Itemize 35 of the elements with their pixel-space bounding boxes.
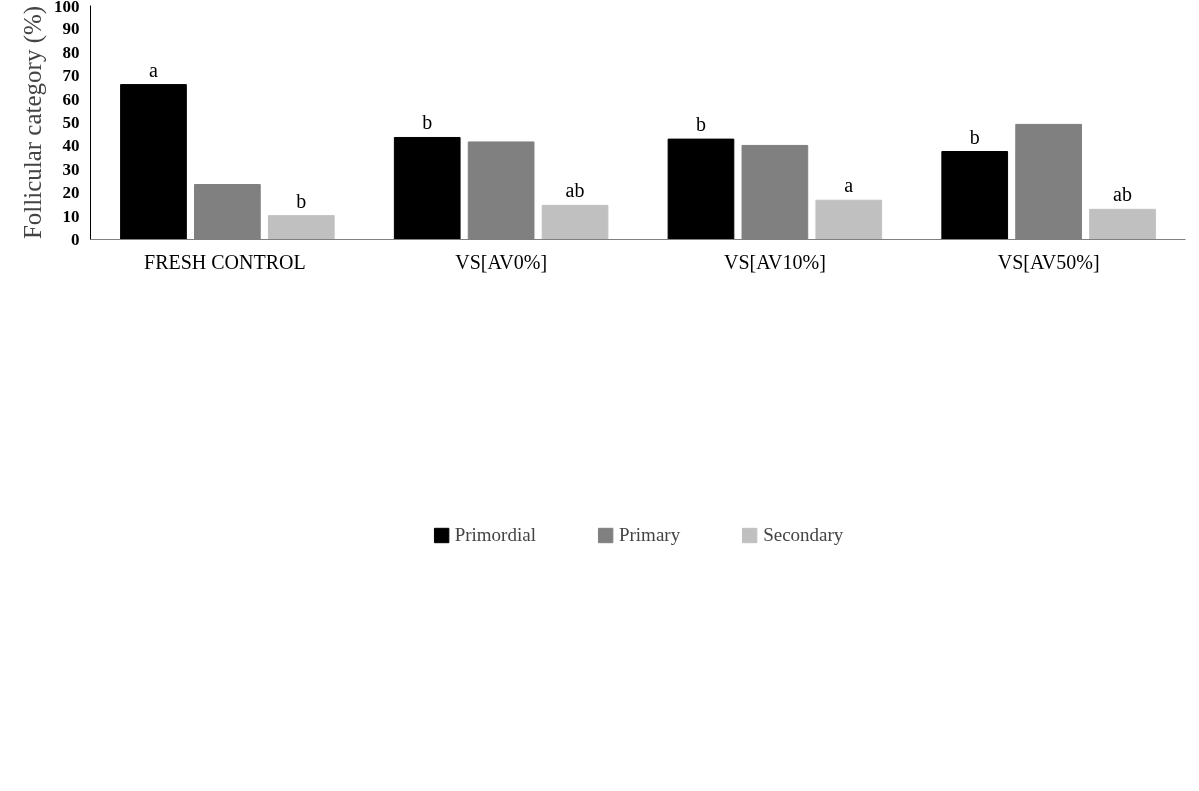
x-tick-label: VS[AV50%]: [997, 250, 1100, 273]
bar: [393, 136, 461, 240]
y-tick-label: 60: [62, 89, 80, 109]
y-tick-label: 100: [54, 0, 80, 16]
data-label: b: [422, 111, 433, 134]
bar: [667, 138, 735, 240]
data-label: b: [695, 113, 706, 136]
x-tick-label: VS[AV10%]: [723, 250, 826, 273]
bar: [267, 215, 335, 240]
y-tick-label: 30: [62, 159, 80, 179]
data-label: ab: [565, 179, 585, 202]
y-tick-label: 20: [62, 183, 80, 203]
data-label: a: [844, 174, 854, 197]
legend-label: Primary: [618, 524, 681, 546]
data-label: b: [969, 125, 980, 148]
legend-label: Secondary: [763, 524, 844, 546]
y-tick-label: 80: [62, 42, 80, 62]
legend-label: Primordial: [454, 524, 536, 546]
x-tick-label: VS[AV0%]: [455, 250, 548, 273]
bar: [1089, 208, 1156, 240]
y-tick-label: 0: [71, 230, 80, 249]
bar: [541, 204, 609, 240]
y-tick-label: 70: [62, 66, 80, 86]
data-label: b: [296, 189, 307, 212]
bar: [941, 151, 1009, 240]
y-tick-label: 40: [62, 136, 80, 156]
y-tick-label: 10: [62, 206, 80, 226]
y-tick-label: 50: [62, 113, 80, 132]
y-axis-title: Follicular category (%): [19, 5, 47, 240]
bar: [120, 84, 187, 240]
data-label: a: [149, 58, 159, 81]
data-label: ab: [1113, 183, 1132, 206]
y-tick-label: 90: [62, 19, 80, 39]
bar: [815, 199, 883, 240]
x-tick-label: FRESH CONTROL: [144, 250, 306, 273]
